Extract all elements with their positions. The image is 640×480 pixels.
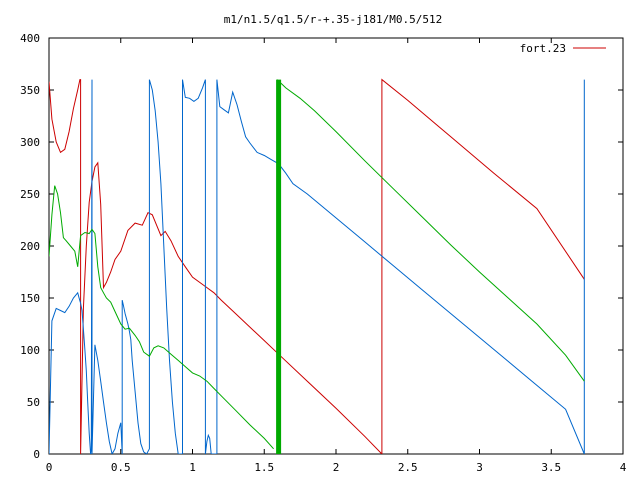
x-tick-label: 1 xyxy=(189,461,196,474)
x-tick-label: 0.5 xyxy=(111,461,131,474)
legend: fort.23 xyxy=(520,42,606,55)
series-line-0 xyxy=(49,78,585,454)
series-layer xyxy=(49,78,585,454)
legend-label-fort23: fort.23 xyxy=(520,42,566,55)
series-line-2 xyxy=(49,185,274,450)
x-tick-labels: 0 0.5 1 1.5 2 2.5 3 3.5 4 xyxy=(46,461,627,474)
y-tick-label: 50 xyxy=(27,396,40,409)
y-tick-label: 0 xyxy=(33,448,40,461)
y-tick-label: 350 xyxy=(20,84,40,97)
y-tick-label: 300 xyxy=(20,136,40,149)
x-tick-label: 0 xyxy=(46,461,53,474)
chart-title: m1/n1.5/q1.5/r-+.35-j181/M0.5/512 xyxy=(224,13,443,26)
y-tick-label: 400 xyxy=(20,32,40,45)
x-tick-label: 2 xyxy=(333,461,340,474)
series-line-3 xyxy=(276,79,585,382)
x-tick-label: 2.5 xyxy=(398,461,418,474)
y-tick-label: 250 xyxy=(20,188,40,201)
y-tick-labels: 0 50 100 150 200 250 300 350 400 xyxy=(20,32,40,461)
x-tick-label: 4 xyxy=(620,461,627,474)
series-line-1 xyxy=(49,79,585,454)
y-tick-label: 150 xyxy=(20,292,40,305)
axis-ticks xyxy=(48,37,624,455)
y-tick-label: 100 xyxy=(20,344,40,357)
y-tick-label: 200 xyxy=(20,240,40,253)
x-tick-label: 3.5 xyxy=(541,461,561,474)
x-tick-label: 1.5 xyxy=(254,461,274,474)
x-tick-label: 3 xyxy=(476,461,483,474)
